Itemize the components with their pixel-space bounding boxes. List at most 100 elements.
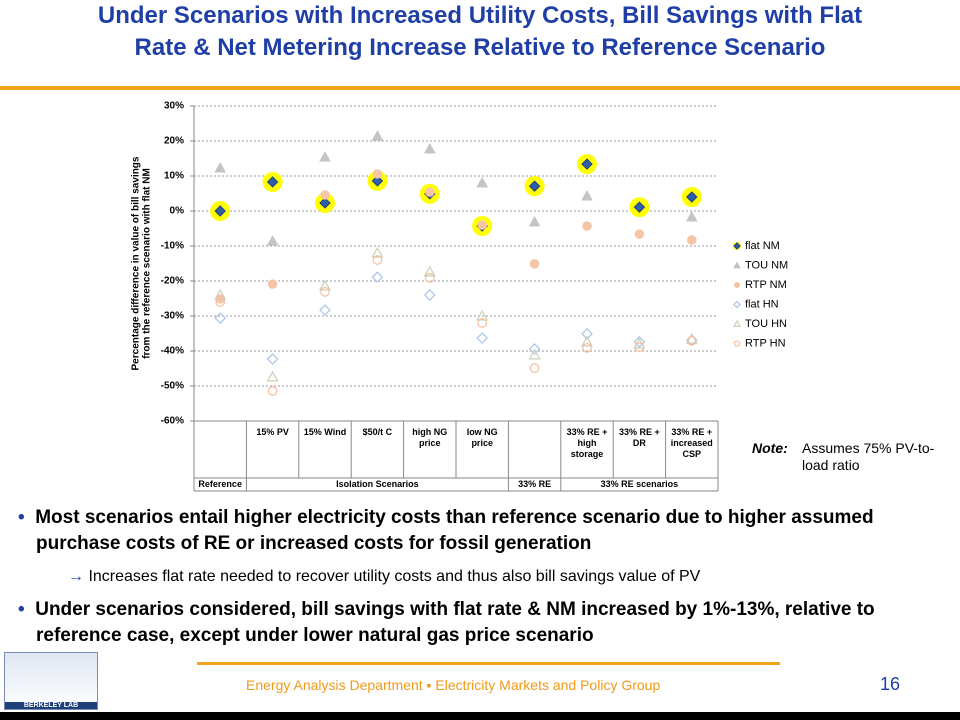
y-axis-label-line: from the reference scenario with flat NM [142,168,153,359]
point [371,130,384,141]
footer-rule [197,662,780,665]
x-tick-label-box: 15% PV [256,427,289,437]
point [581,158,593,170]
x-tick-label-box: low NG price [466,427,498,448]
point [633,336,646,348]
note-text: Assumes 75% PV-to-load ratio [802,440,935,473]
point [320,287,330,297]
point [423,289,436,301]
x-tick-label: 33% RE + high storage [566,427,608,459]
legend-label: flat NM [745,240,780,252]
point [528,348,541,360]
point [686,336,697,346]
point [582,343,592,353]
point [424,273,435,283]
group-label: 33% RE [518,479,552,489]
point [581,189,593,201]
group-label-box: 33% RE [518,479,552,489]
y-tick-label: -10% [161,241,184,252]
point [214,288,227,300]
y-axis-label: Percentage difference in value of bill s… [131,156,153,370]
footer-text: Energy Analysis Department ▪ Electricity… [246,677,661,693]
point [476,332,489,344]
point [371,175,384,187]
x-tick-label: low NG price [466,427,498,448]
x-tick-label: 15% Wind [303,427,347,437]
point [266,370,279,382]
point [266,176,279,188]
point [371,246,384,258]
y-tick-label: 30% [164,101,184,112]
point [319,197,331,209]
point [477,318,488,328]
bullet: • Under scenarios considered, bill savin… [18,599,875,646]
x-tick-label-box: $50/t C [362,427,393,437]
point [634,229,645,239]
legend-marker [733,242,741,250]
point [214,312,227,324]
group-label: 33% RE scenarios [600,479,679,489]
x-tick-label: high NG price [412,427,448,448]
sub-bullet-text: Increases flat rate needed to recover ut… [88,568,701,585]
point [266,235,279,246]
x-tick-label: $50/t C [362,427,393,437]
y-tick-label: 0% [170,206,185,217]
point [477,220,487,230]
point [580,335,594,347]
legend-label: TOU HN [745,318,787,330]
point [372,255,383,265]
x-tick-label-box: 33% RE + high storage [566,427,608,459]
point [267,386,278,396]
x-tick-label: 33% RE + increased CSP [670,427,713,459]
x-tick-label-box: 33% RE + DR [618,427,660,448]
legend-label: RTP NM [745,279,787,291]
y-tick-label: 10% [164,171,184,182]
note-label: Note: [752,440,788,456]
y-tick-label: -30% [161,311,184,322]
point [476,309,489,321]
x-tick-label-box: 15% Wind [303,427,347,437]
point [425,187,435,197]
point [528,215,541,227]
group-label: Isolation Scenarios [336,479,419,489]
point [686,191,698,203]
point [529,259,540,269]
y-tick-label: 20% [164,136,184,147]
point [371,271,384,283]
y-tick-label: -60% [161,416,184,427]
point [581,328,593,340]
point [320,190,330,200]
legend-label: flat HN [745,298,779,310]
page-number: 16 [880,674,901,694]
point [476,176,489,188]
point [687,235,697,245]
x-tick-label: 33% RE + DR [618,427,660,448]
bullet-text: Under scenarios considered, bill savings… [35,599,875,646]
y-axis-label-line: Percentage difference in value of bill s… [131,156,142,370]
legend-marker [733,300,741,309]
y-tick-label: -50% [161,381,184,392]
point [634,342,645,352]
point [266,353,279,365]
point [685,210,698,222]
point [423,265,436,277]
point [214,205,226,217]
legend-marker [733,261,741,269]
bullet: • Most scenarios entail higher electrici… [18,507,874,554]
point [423,143,436,154]
point [318,279,332,291]
bullet-text: Most scenarios entail higher electricity… [35,507,874,554]
legend-marker [733,281,741,289]
slide-title: Under Scenarios with Increased Utility C… [0,0,960,64]
title-line: Under Scenarios with Increased Utility C… [97,2,863,29]
point [372,169,383,179]
point [215,297,226,307]
point [528,180,541,192]
group-label-box: Isolation Scenarios [336,479,419,489]
point [267,279,278,289]
point [582,221,592,231]
bottom-bar [0,712,960,720]
legend-label: TOU NM [745,259,788,271]
legend-label: RTP HN [745,337,786,349]
